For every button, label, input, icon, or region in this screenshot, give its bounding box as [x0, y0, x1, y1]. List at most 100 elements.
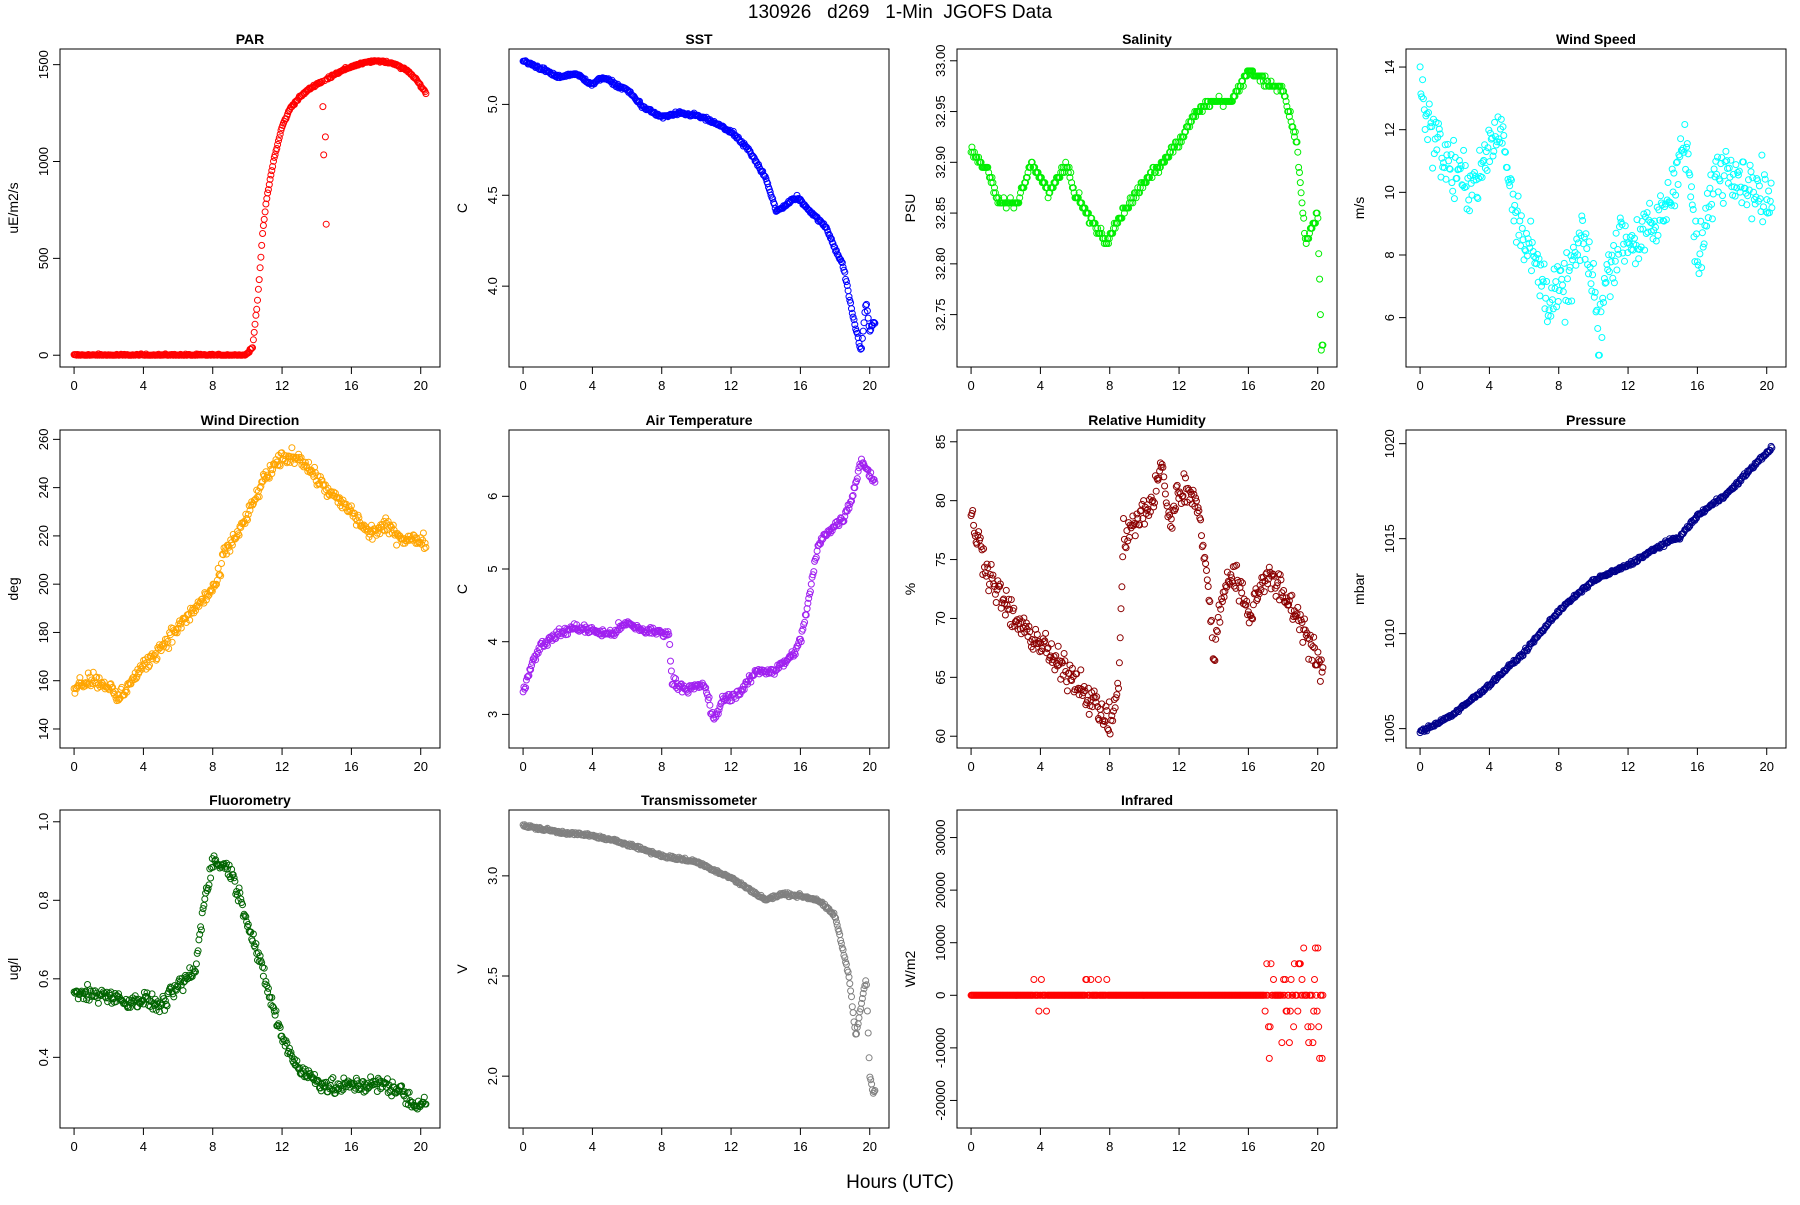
data-point [755, 161, 762, 168]
data-point [275, 134, 283, 142]
data-point [809, 571, 817, 579]
data-point [1159, 463, 1167, 471]
data-point [204, 885, 212, 892]
data-point [1314, 214, 1322, 222]
data-point [320, 151, 328, 159]
data-point [799, 625, 807, 633]
data-point [1085, 710, 1093, 718]
data-point [1759, 218, 1767, 226]
data-point [1615, 250, 1623, 258]
data-point [1501, 148, 1509, 156]
data-point [1424, 136, 1432, 144]
data-point [1073, 670, 1081, 678]
data-point [991, 189, 999, 197]
data-point [1105, 726, 1112, 734]
data-point [1018, 618, 1026, 626]
data-point [1593, 306, 1601, 314]
y-tick-label: 32.95 [933, 95, 948, 128]
data-point [989, 571, 997, 579]
x-tick-label: 16 [344, 1139, 358, 1154]
data-point [858, 455, 865, 463]
data-point [264, 186, 272, 194]
data-point [1000, 595, 1008, 603]
data-point [1539, 278, 1547, 286]
data-point [355, 514, 363, 522]
data-point [858, 344, 865, 352]
data-point [1614, 246, 1622, 253]
data-point [1466, 207, 1473, 215]
data-point [667, 667, 675, 675]
data-point [853, 1023, 861, 1031]
data-point [1265, 1054, 1273, 1062]
data-point [992, 599, 1000, 606]
data-point [1172, 483, 1180, 491]
data-point [1442, 175, 1450, 183]
data-point [1106, 730, 1114, 738]
data-point [740, 686, 748, 693]
data-point [1315, 250, 1323, 258]
data-point [356, 1084, 364, 1092]
data-point [849, 492, 857, 499]
data-point [1542, 294, 1550, 302]
data-point [1419, 76, 1427, 84]
data-point [419, 529, 427, 537]
data-points [967, 944, 1327, 1062]
data-point [71, 689, 79, 697]
data-point [268, 470, 276, 478]
data-point [827, 235, 835, 243]
data-point [1486, 158, 1494, 166]
data-point [1727, 156, 1735, 164]
data-point [1035, 1007, 1043, 1015]
data-point [1445, 157, 1453, 165]
data-point [267, 171, 275, 179]
data-point [1749, 174, 1757, 182]
y-tick-label: -20000 [933, 1080, 948, 1120]
data-point [1294, 603, 1302, 611]
data-point [1207, 618, 1215, 626]
data-point [848, 993, 855, 1001]
data-point [153, 655, 161, 663]
data-point [705, 693, 713, 701]
data-point [1131, 532, 1139, 540]
data-point [1213, 628, 1221, 636]
data-point [843, 282, 851, 289]
data-point [1416, 63, 1424, 71]
data-point [1205, 596, 1213, 604]
data-point [276, 130, 284, 138]
y-tick-label: 1020 [1382, 429, 1397, 458]
data-point [1729, 170, 1737, 178]
data-point [1064, 169, 1072, 176]
data-point [255, 493, 263, 501]
data-point [1572, 261, 1580, 269]
data-point [1423, 110, 1431, 118]
data-point [1613, 266, 1621, 274]
data-point [1312, 991, 1320, 999]
data-point [1598, 334, 1606, 341]
data-point [837, 939, 845, 947]
data-points [519, 57, 879, 353]
data-point [160, 995, 168, 1003]
data-point [259, 222, 267, 229]
data-point [1579, 217, 1587, 224]
y-tick-label: 4.0 [485, 277, 500, 295]
y-tick-label: 2.0 [485, 1067, 500, 1085]
data-point [253, 305, 261, 313]
data-point [1523, 252, 1531, 260]
data-point [1196, 108, 1204, 115]
data-point [1536, 292, 1544, 300]
plot-frame [59, 429, 441, 749]
data-point [1724, 179, 1732, 187]
data-point [265, 181, 273, 189]
data-point [1266, 1023, 1274, 1031]
y-tick-label: 12 [1382, 122, 1397, 136]
data-point [1604, 266, 1612, 274]
data-point [1304, 1023, 1312, 1031]
data-point [1040, 638, 1048, 646]
y-tick-label: 75 [933, 552, 948, 566]
data-point [1478, 173, 1486, 181]
data-point [177, 624, 185, 632]
data-point [258, 241, 266, 249]
data-point [1141, 520, 1148, 528]
